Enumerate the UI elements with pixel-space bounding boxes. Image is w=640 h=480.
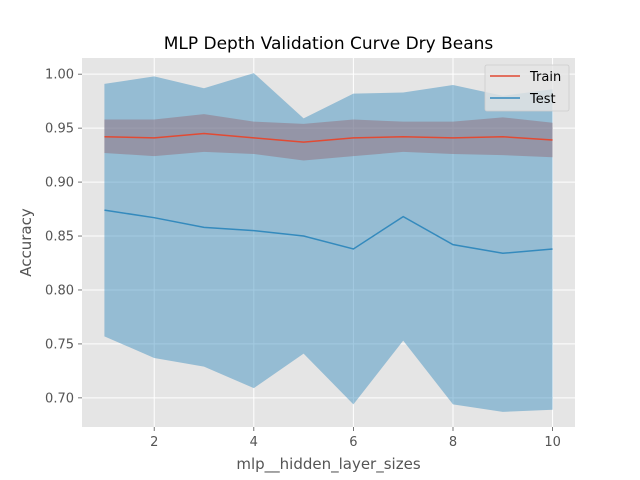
y-tick-label-2: 0.80 [45,283,74,298]
legend-label-train: Train [529,70,561,85]
x-tick-label-2: 2 [150,435,158,450]
y-axis-ticks: 0.70 0.75 0.80 0.85 0.90 0.95 1.00 [45,68,82,406]
series-line-train [104,132,553,143]
y-tick-label-3: 0.85 [45,230,74,245]
y-axis-title: Accuracy [17,208,35,277]
y-tick-label-1: 0.75 [45,337,74,352]
band-train [104,114,553,161]
x-axis-ticks: 2 4 6 8 10 [150,427,561,450]
chart-title: MLP Depth Validation Curve Dry Beans [164,34,494,54]
legend: Train Test [484,64,570,112]
series-line-test [104,209,553,255]
series-lines [104,132,553,255]
x-tick-label-4: 4 [250,435,258,450]
x-tick-label-8: 8 [449,435,457,450]
y-tick-label-6: 1.00 [45,68,74,83]
x-axis-title: mlp__hidden_layer_sizes [236,455,420,474]
y-tick-label-0: 0.70 [45,391,74,406]
x-tick-label-6: 6 [349,435,357,450]
x-tick-label-10: 10 [544,435,561,450]
grid-lines [82,58,575,427]
legend-label-test: Test [529,92,556,107]
y-tick-label-4: 0.90 [45,176,74,191]
y-tick-label-5: 0.95 [45,122,74,137]
